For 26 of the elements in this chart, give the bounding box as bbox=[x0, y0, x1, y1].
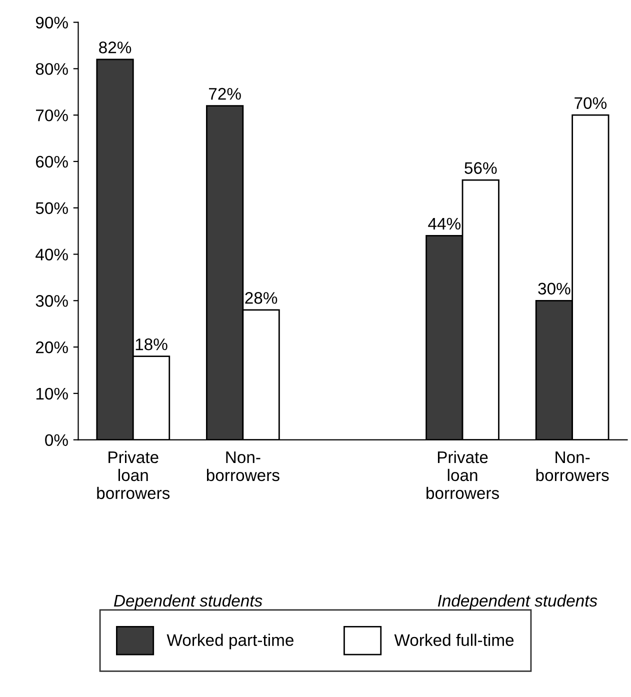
text: Dependent students bbox=[114, 594, 262, 610]
y-tick-label: 70% bbox=[36, 109, 68, 122]
x-tick-label: Non- borrowers bbox=[536, 452, 609, 482]
data-label: 28% bbox=[245, 292, 278, 304]
x-tick-label: Private loan borrowers bbox=[426, 450, 499, 500]
y-tick-label: 20% bbox=[36, 341, 68, 354]
y-tick-label: 90% bbox=[36, 16, 68, 29]
y-tick-label: 50% bbox=[36, 202, 68, 214]
data-label: 44% bbox=[428, 218, 460, 230]
y-tick-label: 40% bbox=[36, 248, 68, 260]
y-tick-label: 80% bbox=[36, 63, 68, 75]
y-tick-label: 0% bbox=[45, 434, 68, 446]
x-tick-label: Private loan borrowers bbox=[97, 450, 170, 500]
data-label: 70% bbox=[574, 97, 607, 110]
text: Independent students bbox=[438, 594, 598, 610]
data-label: 18% bbox=[136, 338, 168, 350]
legend-label: Worked full-time bbox=[394, 634, 514, 646]
data-label: 82% bbox=[99, 42, 132, 54]
data-label: 72% bbox=[208, 88, 241, 100]
y-tick-label: 10% bbox=[36, 388, 68, 400]
y-tick-label: 60% bbox=[36, 156, 68, 168]
legend-label: Worked part-time bbox=[166, 634, 294, 650]
x-tick-label: Non- borrowers bbox=[206, 452, 280, 482]
data-label: 56% bbox=[464, 162, 497, 174]
data-label: 30% bbox=[538, 282, 570, 295]
y-tick-label: 30% bbox=[36, 295, 68, 307]
